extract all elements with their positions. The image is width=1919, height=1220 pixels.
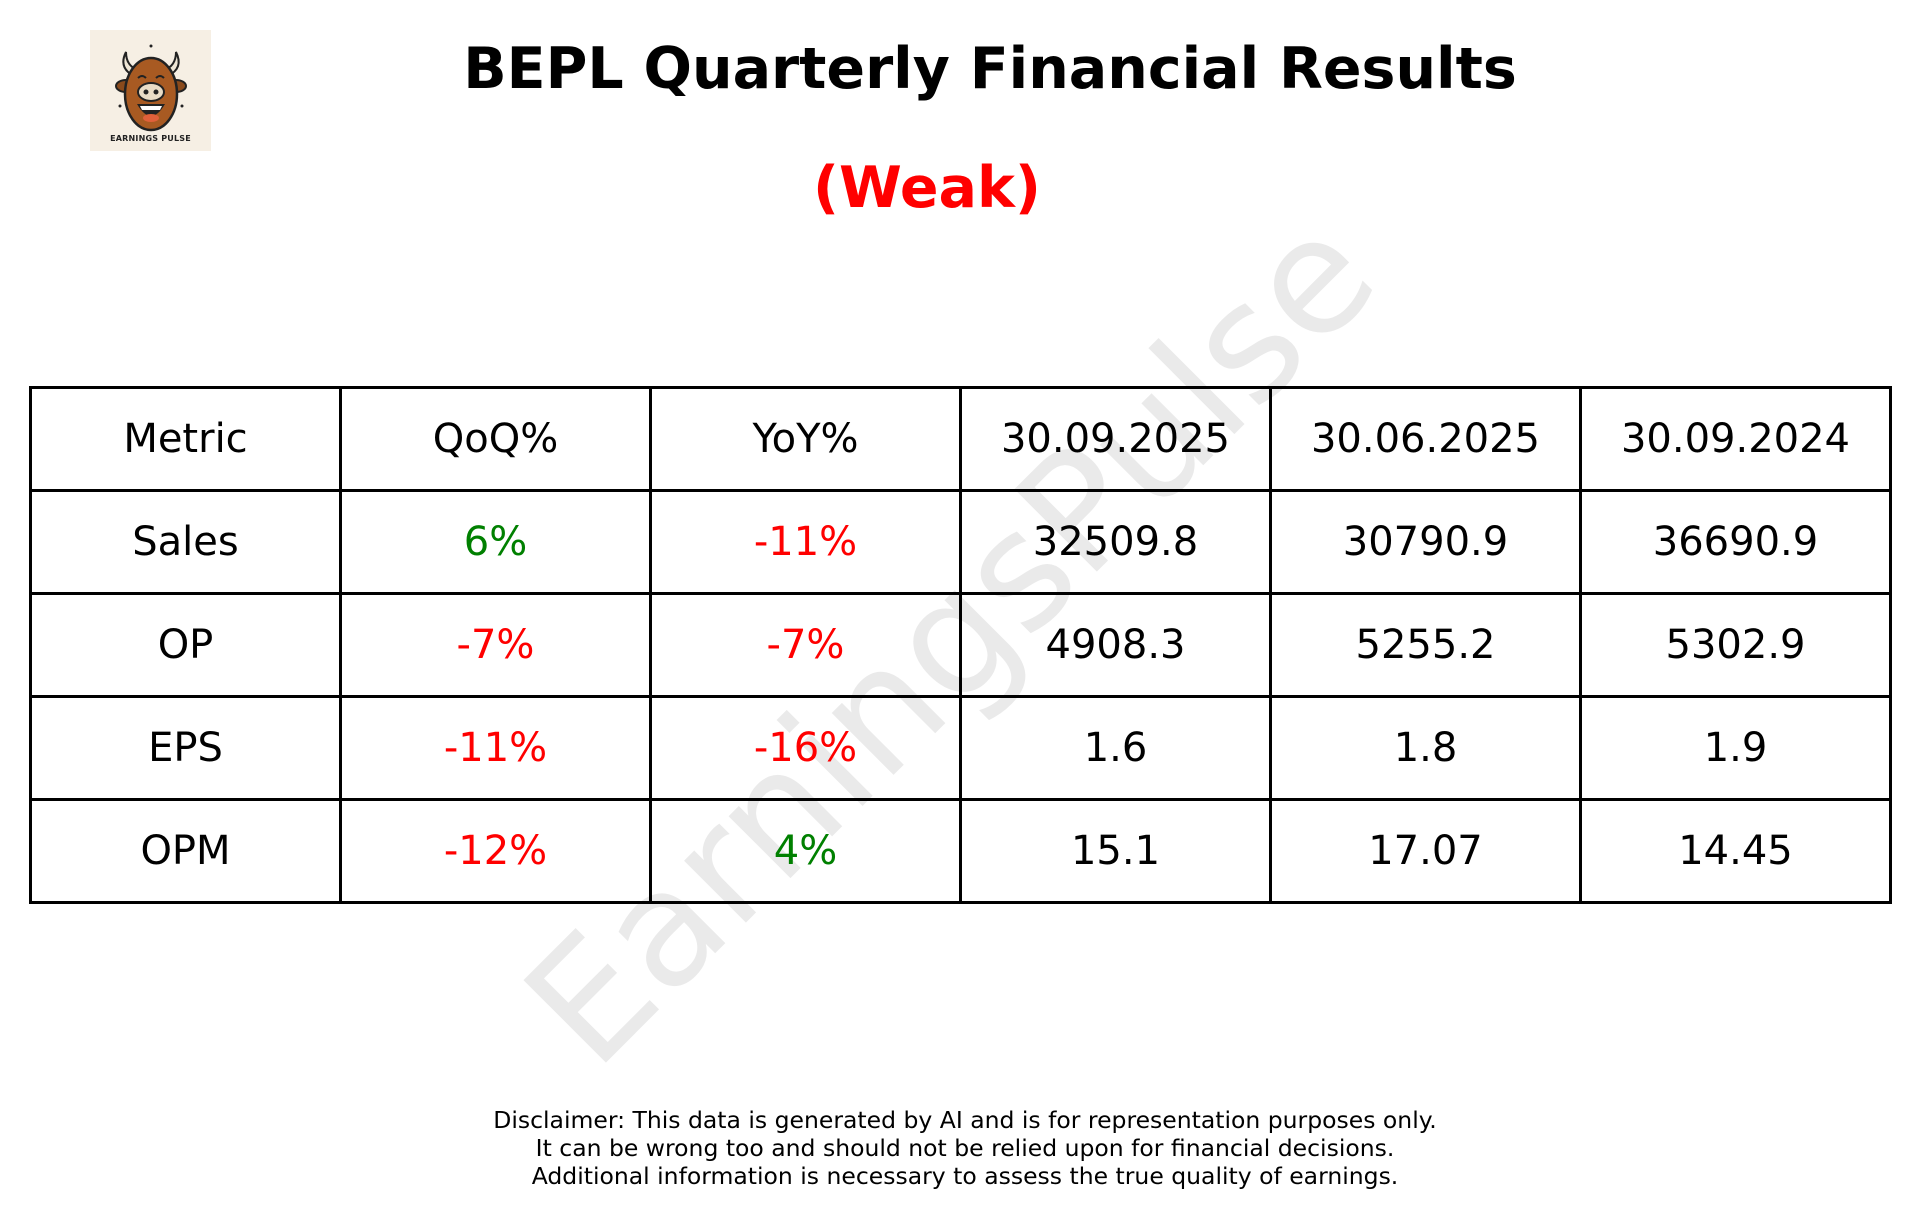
verdict-label: (Weak) [813,155,1041,221]
metric-cell: OPM [29,798,342,904]
value-cell: 14.45 [1579,798,1892,904]
value-cell: 5255.2 [1269,592,1582,698]
column-header-period-1: 30.09.2025 [959,386,1272,492]
column-header-period-2: 30.06.2025 [1269,386,1582,492]
yoy-cell: -7% [649,592,962,698]
table-row: Sales 6% -11% 32509.8 30790.9 36690.9 [29,489,1892,595]
value-cell: 15.1 [959,798,1272,904]
disclaimer: Disclaimer: This data is generated by AI… [0,1106,1919,1190]
disclaimer-line: Additional information is necessary to a… [531,1162,1399,1190]
qoq-cell: -7% [339,592,652,698]
qoq-cell: 6% [339,489,652,595]
value-cell: 32509.8 [959,489,1272,595]
value-cell: 1.8 [1269,695,1582,801]
qoq-cell: -12% [339,798,652,904]
logo-brand-text: EARNINGS PULSE [110,134,191,143]
metric-cell: OP [29,592,342,698]
disclaimer-line: It can be wrong too and should not be re… [535,1134,1395,1162]
disclaimer-line: Disclaimer: This data is generated by AI… [493,1106,1437,1134]
yoy-cell: -11% [649,489,962,595]
metric-cell: Sales [29,489,342,595]
value-cell: 1.6 [959,695,1272,801]
column-header-yoy: YoY% [649,386,962,492]
metric-cell: EPS [29,695,342,801]
laughing-bull-icon [115,44,187,132]
results-table: Metric QoQ% YoY% 30.09.2025 30.06.2025 3… [29,386,1892,904]
value-cell: 4908.3 [959,592,1272,698]
column-header-metric: Metric [29,386,342,492]
value-cell: 36690.9 [1579,489,1892,595]
page-title: BEPL Quarterly Financial Results [463,36,1517,102]
column-header-period-3: 30.09.2024 [1579,386,1892,492]
value-cell: 30790.9 [1269,489,1582,595]
value-cell: 1.9 [1579,695,1892,801]
table-header-row: Metric QoQ% YoY% 30.09.2025 30.06.2025 3… [29,386,1892,492]
earnings-pulse-logo: EARNINGS PULSE [90,30,211,151]
column-header-qoq: QoQ% [339,386,652,492]
yoy-cell: 4% [649,798,962,904]
value-cell: 5302.9 [1579,592,1892,698]
qoq-cell: -11% [339,695,652,801]
table-row: OP -7% -7% 4908.3 5255.2 5302.9 [29,592,1892,698]
value-cell: 17.07 [1269,798,1582,904]
table-row: EPS -11% -16% 1.6 1.8 1.9 [29,695,1892,801]
table-row: OPM -12% 4% 15.1 17.07 14.45 [29,798,1892,904]
yoy-cell: -16% [649,695,962,801]
